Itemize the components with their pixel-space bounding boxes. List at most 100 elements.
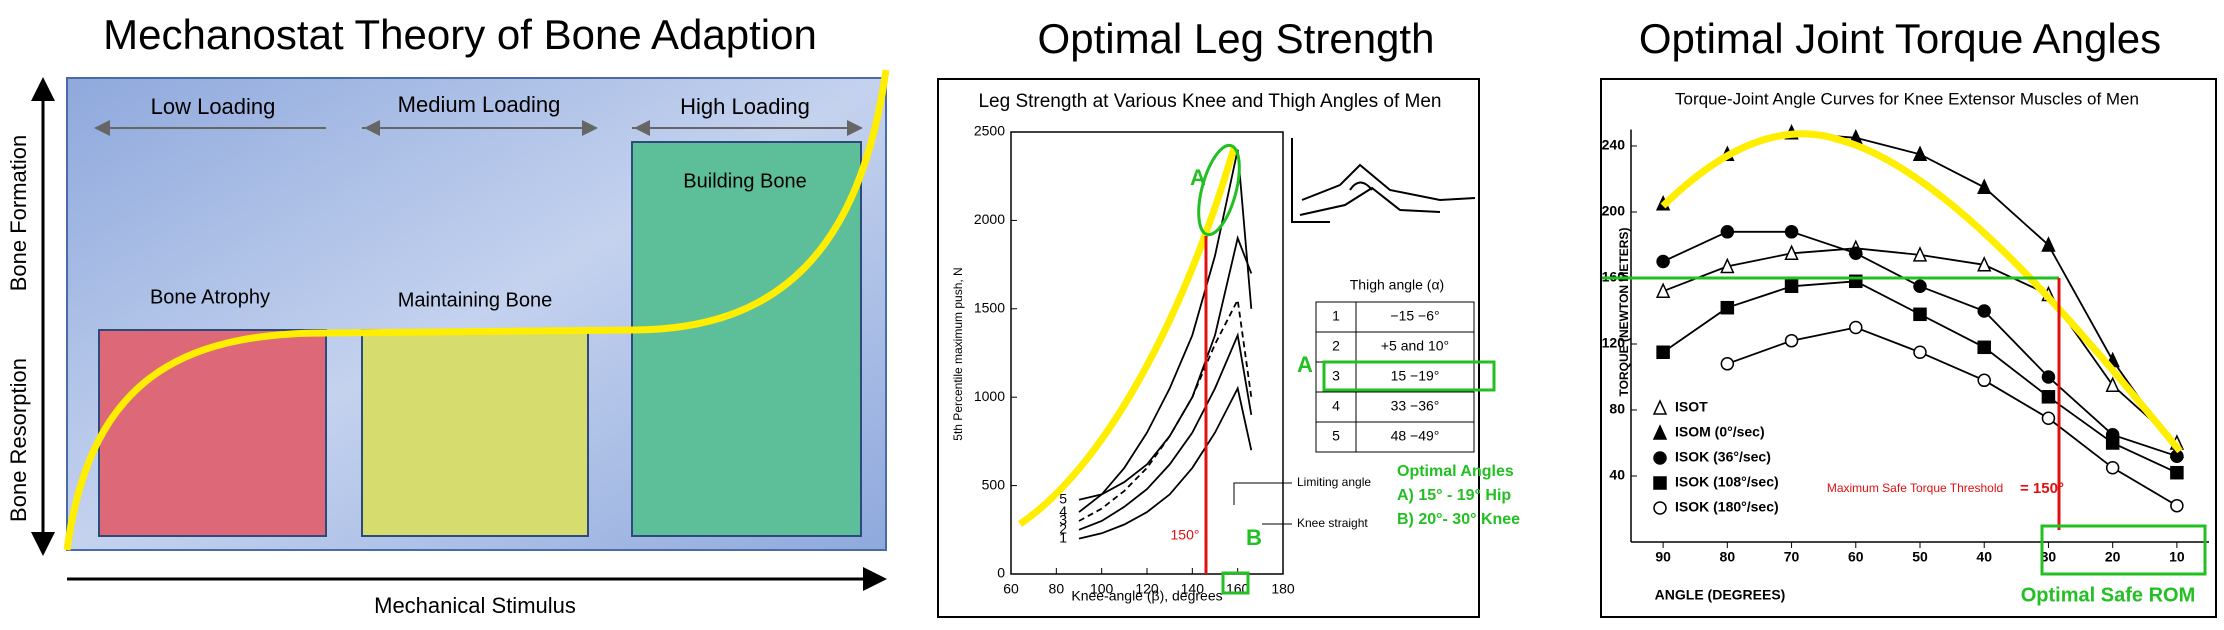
chart-subtitle: Leg Strength at Various Knee and Thigh A… bbox=[978, 91, 1441, 112]
series-line bbox=[1662, 230, 2178, 458]
series-line bbox=[1078, 385, 1253, 540]
legend-label: ISOM (0°/sec) bbox=[1675, 424, 1765, 440]
point bbox=[1912, 246, 1928, 262]
point bbox=[1720, 257, 1735, 274]
legend-label: ISOT bbox=[1675, 399, 1708, 415]
point bbox=[2041, 390, 2056, 404]
x-tick-label: 100 bbox=[1090, 581, 1114, 597]
series-label: 2 bbox=[1059, 521, 1067, 537]
point bbox=[1784, 279, 1799, 293]
point bbox=[2041, 411, 2056, 425]
point bbox=[2170, 465, 2184, 480]
x-axis-label: Knee-angle (β), degrees bbox=[1071, 588, 1222, 604]
x-label: Mechanical Stimulus bbox=[374, 593, 576, 618]
x-axis-label: ANGLE (DEGREES) bbox=[1655, 587, 1786, 603]
y-axis-label: 5th Percentile maximum push, N bbox=[951, 267, 965, 440]
x-tick-label: 80 bbox=[1049, 581, 1065, 597]
point bbox=[1913, 345, 1927, 359]
annotation: Optimal Safe ROM bbox=[2021, 584, 2195, 606]
annotation: B) 20°- 30° Knee bbox=[1397, 511, 1520, 528]
table-header: Thigh angle (α) bbox=[1350, 277, 1444, 293]
table-cell: 3 bbox=[1332, 368, 1340, 384]
y-axis-label: TORQUE (NEWTON METERS) bbox=[1617, 228, 1631, 397]
annotation: A bbox=[1190, 165, 1206, 190]
zone-header: High Loading bbox=[680, 94, 810, 119]
x-tick-label: 30 bbox=[2041, 549, 2057, 565]
point bbox=[2041, 236, 2056, 252]
point bbox=[1656, 345, 1670, 359]
x-tick-label: 60 bbox=[1848, 549, 1864, 565]
building-box bbox=[631, 141, 862, 537]
y-tick-label: 1000 bbox=[974, 388, 1005, 404]
table-cell: −15 −6° bbox=[1390, 308, 1439, 324]
point bbox=[1720, 357, 1735, 371]
x-tick-label: 50 bbox=[1912, 549, 1928, 565]
point bbox=[1977, 256, 1992, 272]
point bbox=[1720, 225, 1735, 239]
point bbox=[2041, 370, 2056, 384]
zone-box-label: Building Bone bbox=[683, 170, 806, 192]
table-cell: +5 and 10° bbox=[1381, 338, 1449, 354]
y-tick-label: 500 bbox=[982, 476, 1006, 492]
x-tick-label: 70 bbox=[1784, 549, 1800, 565]
y-tick-label: 200 bbox=[1602, 203, 1626, 219]
x-tick-label: 20 bbox=[2105, 549, 2121, 565]
series-line bbox=[1078, 332, 1253, 531]
legend-label: ISOK (180°/sec) bbox=[1675, 499, 1779, 515]
series-line bbox=[1078, 235, 1253, 501]
zone-header: Low Loading bbox=[151, 94, 276, 119]
zone-box-label: Bone Atrophy bbox=[150, 286, 270, 308]
highlight-box bbox=[1221, 571, 1250, 595]
point bbox=[1977, 340, 1991, 355]
legend-swatch bbox=[1652, 399, 1668, 415]
table-cell: 33 −36° bbox=[1391, 398, 1440, 414]
x-tick-label: 140 bbox=[1181, 581, 1205, 597]
highlight-row bbox=[1322, 360, 1496, 392]
annotation: B bbox=[1246, 525, 1262, 550]
point bbox=[1655, 282, 1671, 298]
series-label: 5 bbox=[1059, 490, 1067, 506]
point bbox=[1784, 244, 1799, 260]
mechanostat-panel: Mechanostat Theory of Bone Adaption Bone… bbox=[6, 11, 890, 618]
annotation: = 150° bbox=[2020, 480, 2064, 497]
atrophy-box bbox=[98, 329, 327, 537]
y-tick-label: 1500 bbox=[974, 300, 1005, 316]
point bbox=[2105, 376, 2120, 392]
point bbox=[1977, 178, 1992, 194]
y-tick-label: 2500 bbox=[974, 123, 1005, 139]
y-tick-label: 120 bbox=[1602, 335, 1626, 351]
highlight-curve bbox=[1660, 130, 2183, 454]
point bbox=[1849, 320, 1863, 335]
chart-title: Optimal Leg Strength bbox=[1038, 15, 1435, 62]
x-tick-label: 10 bbox=[2169, 549, 2185, 565]
y-label: Bone Formation bbox=[6, 135, 31, 292]
table-cell: 2 bbox=[1332, 338, 1340, 354]
pointer bbox=[1233, 482, 1292, 505]
point bbox=[1849, 246, 1863, 260]
legend-swatch bbox=[1652, 424, 1668, 440]
series-label: 4 bbox=[1059, 503, 1067, 519]
table-cell: 48 −49° bbox=[1391, 428, 1440, 444]
annotation: 150° bbox=[1171, 527, 1200, 543]
x-tick-label: 40 bbox=[1976, 549, 1992, 565]
x-tick-label: 180 bbox=[1271, 581, 1295, 597]
title: Mechanostat Theory of Bone Adaption bbox=[103, 11, 817, 58]
x-tick-label: 90 bbox=[1655, 549, 1671, 565]
point bbox=[1720, 300, 1735, 315]
y-tick-label: 40 bbox=[1609, 467, 1625, 483]
x-tick-label: 80 bbox=[1720, 549, 1736, 565]
point bbox=[1977, 373, 1991, 388]
x-tick-label: 60 bbox=[1003, 581, 1019, 597]
x-tick-label: 120 bbox=[1135, 581, 1159, 597]
point bbox=[1784, 333, 1799, 348]
annotation: Maximum Safe Torque Threshold bbox=[1827, 481, 2003, 495]
table-cell: 1 bbox=[1332, 308, 1340, 324]
legend-swatch bbox=[1653, 451, 1667, 465]
highlight-curve bbox=[1018, 147, 1238, 527]
highlight-box bbox=[2040, 524, 2207, 576]
chart-title: Optimal Joint Torque Angles bbox=[1639, 15, 2161, 62]
annotation: A) 15° - 19° Hip bbox=[1397, 487, 1511, 504]
panel-frame bbox=[1600, 78, 2217, 618]
panel-frame bbox=[937, 78, 1480, 618]
y-tick-label: 240 bbox=[1602, 137, 1626, 153]
